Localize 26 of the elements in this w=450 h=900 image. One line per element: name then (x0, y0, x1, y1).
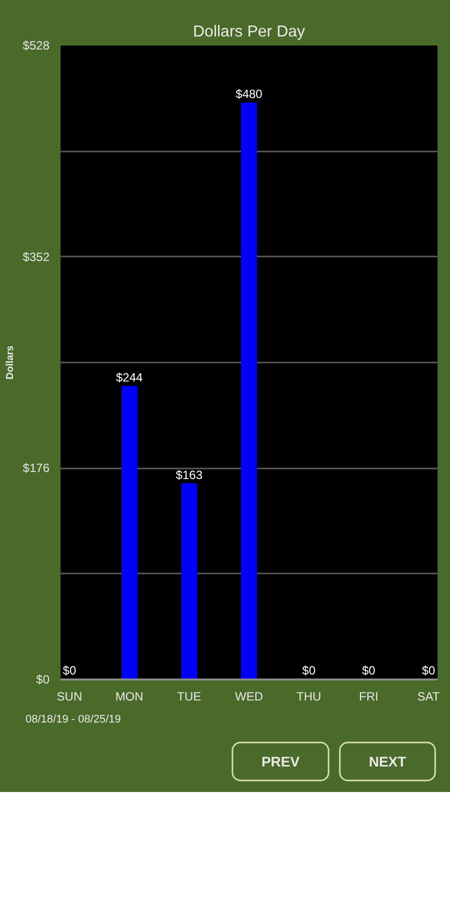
y-tick-label: $352 (22, 250, 50, 264)
data-label: $0 (362, 664, 376, 678)
chart-title: Dollars Per Day (192, 24, 306, 40)
data-label: $244 (116, 370, 143, 385)
y-tick-label: $528 (22, 38, 50, 52)
data-label: $163 (176, 468, 203, 482)
y-tick-label: $0 (36, 672, 50, 686)
text: NEXT (368, 754, 407, 770)
x-tick-label: FRI (359, 690, 378, 704)
bar (121, 386, 138, 680)
x-tick-label: SUN (56, 690, 82, 704)
y-tick-label: $176 (22, 461, 50, 476)
bar (241, 102, 257, 680)
bar (181, 483, 198, 680)
text: PREV (261, 754, 300, 770)
x-tick-label: MON (115, 690, 144, 704)
data-label: $0 (302, 664, 316, 678)
data-label: $0 (62, 664, 76, 678)
text: 08/18/19 - 08/25/19 (26, 714, 121, 726)
x-tick-label: WED (235, 690, 264, 704)
x-tick-label: SAT (417, 690, 440, 704)
data-label: $480 (236, 87, 263, 102)
y-axis-title: Dollars (4, 345, 16, 380)
data-label: $0 (422, 664, 436, 678)
x-tick-label: TUE (177, 690, 202, 704)
x-tick-label: THU (296, 690, 322, 704)
